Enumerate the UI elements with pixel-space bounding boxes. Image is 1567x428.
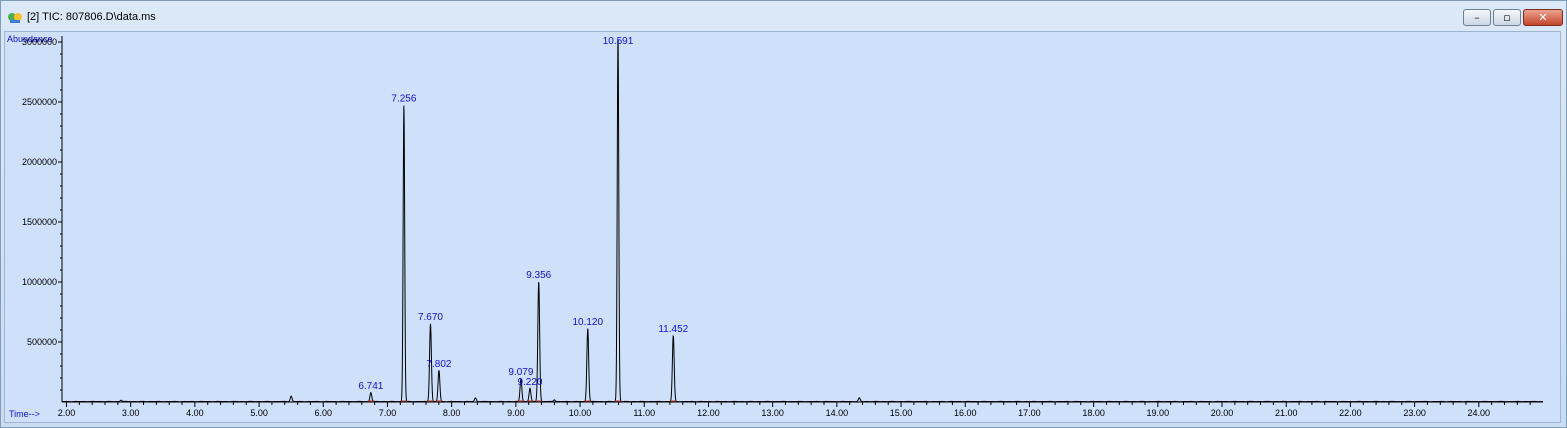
- x-tick-label: 14.00: [826, 408, 849, 418]
- peak-label: 10.591: [603, 36, 634, 47]
- x-tick-label: 7.00: [379, 408, 397, 418]
- close-icon: ✕: [1538, 11, 1548, 24]
- x-tick-label: 5.00: [250, 408, 268, 418]
- x-axis-title: Time-->: [9, 409, 40, 419]
- y-tick-label: 3000000: [22, 37, 57, 47]
- x-tick-label: 16.00: [954, 408, 977, 418]
- x-tick-label: 17.00: [1018, 408, 1041, 418]
- x-tick-label: 21.00: [1275, 408, 1298, 418]
- title-bar[interactable]: [2] TIC: 807806.D\data.ms – ▫ ✕: [1, 1, 1566, 31]
- peak-label: 9.220: [517, 377, 542, 388]
- minimize-icon: –: [1474, 11, 1480, 24]
- peak-label: 6.741: [358, 381, 383, 392]
- y-tick-label: 500000: [27, 337, 57, 347]
- restore-icon: ▫: [1503, 11, 1511, 24]
- chemstation-app-icon: [8, 13, 22, 23]
- x-tick-label: 11.00: [633, 408, 655, 418]
- y-axis-title: Abundance: [7, 34, 53, 44]
- x-tick-label: 23.00: [1403, 408, 1426, 418]
- x-tick-label: 12.00: [697, 408, 720, 418]
- peak-label: 10.120: [572, 317, 603, 328]
- x-tick-label: 24.00: [1468, 408, 1491, 418]
- x-tick-label: 4.00: [186, 408, 204, 418]
- x-tick-label: 2.00: [58, 408, 76, 418]
- trace-group: [61, 39, 1543, 403]
- peak-label: 9.079: [508, 367, 533, 378]
- x-tick-label: 9.00: [507, 408, 525, 418]
- x-tick-label: 3.00: [122, 408, 140, 418]
- y-tick-label: 1500000: [22, 217, 57, 227]
- y-tick-label: 2500000: [22, 97, 57, 107]
- peak-label: 7.670: [418, 312, 443, 323]
- restore-button[interactable]: ▫: [1493, 9, 1521, 26]
- x-tick-label: 19.00: [1147, 408, 1170, 418]
- x-tick-label: 18.00: [1082, 408, 1105, 418]
- close-button[interactable]: ✕: [1523, 9, 1563, 26]
- x-tick-label: 22.00: [1339, 408, 1362, 418]
- x-tick-label: 20.00: [1211, 408, 1234, 418]
- tic-trace-line: [61, 39, 1543, 403]
- x-tick-label: 13.00: [761, 408, 784, 418]
- minimize-button[interactable]: –: [1463, 9, 1491, 26]
- window-title: [2] TIC: 807806.D\data.ms: [27, 11, 156, 23]
- x-tick-label: 6.00: [315, 408, 333, 418]
- peak-label: 11.452: [658, 324, 688, 335]
- y-tick-label: 1000000: [22, 277, 57, 287]
- y-tick-label: 2000000: [22, 157, 57, 167]
- x-tick-label: 10.00: [569, 408, 592, 418]
- axes-group: Abundance Time--> 500000 1000000 1500000 2000…: [7, 34, 1543, 419]
- peak-label: 7.802: [426, 359, 451, 370]
- tic-chromatogram-chart: Abundance Time--> 500000 1000000 1500000 2000…: [7, 34, 1543, 419]
- chromatogram-plot-area[interactable]: Abundance Time--> 500000 1000000 1500000 2000…: [4, 31, 1561, 423]
- peak-label: 7.256: [391, 94, 416, 105]
- x-tick-label: 15.00: [890, 408, 913, 418]
- peak-label: 9.356: [526, 270, 551, 281]
- x-tick-label: 8.00: [443, 408, 461, 418]
